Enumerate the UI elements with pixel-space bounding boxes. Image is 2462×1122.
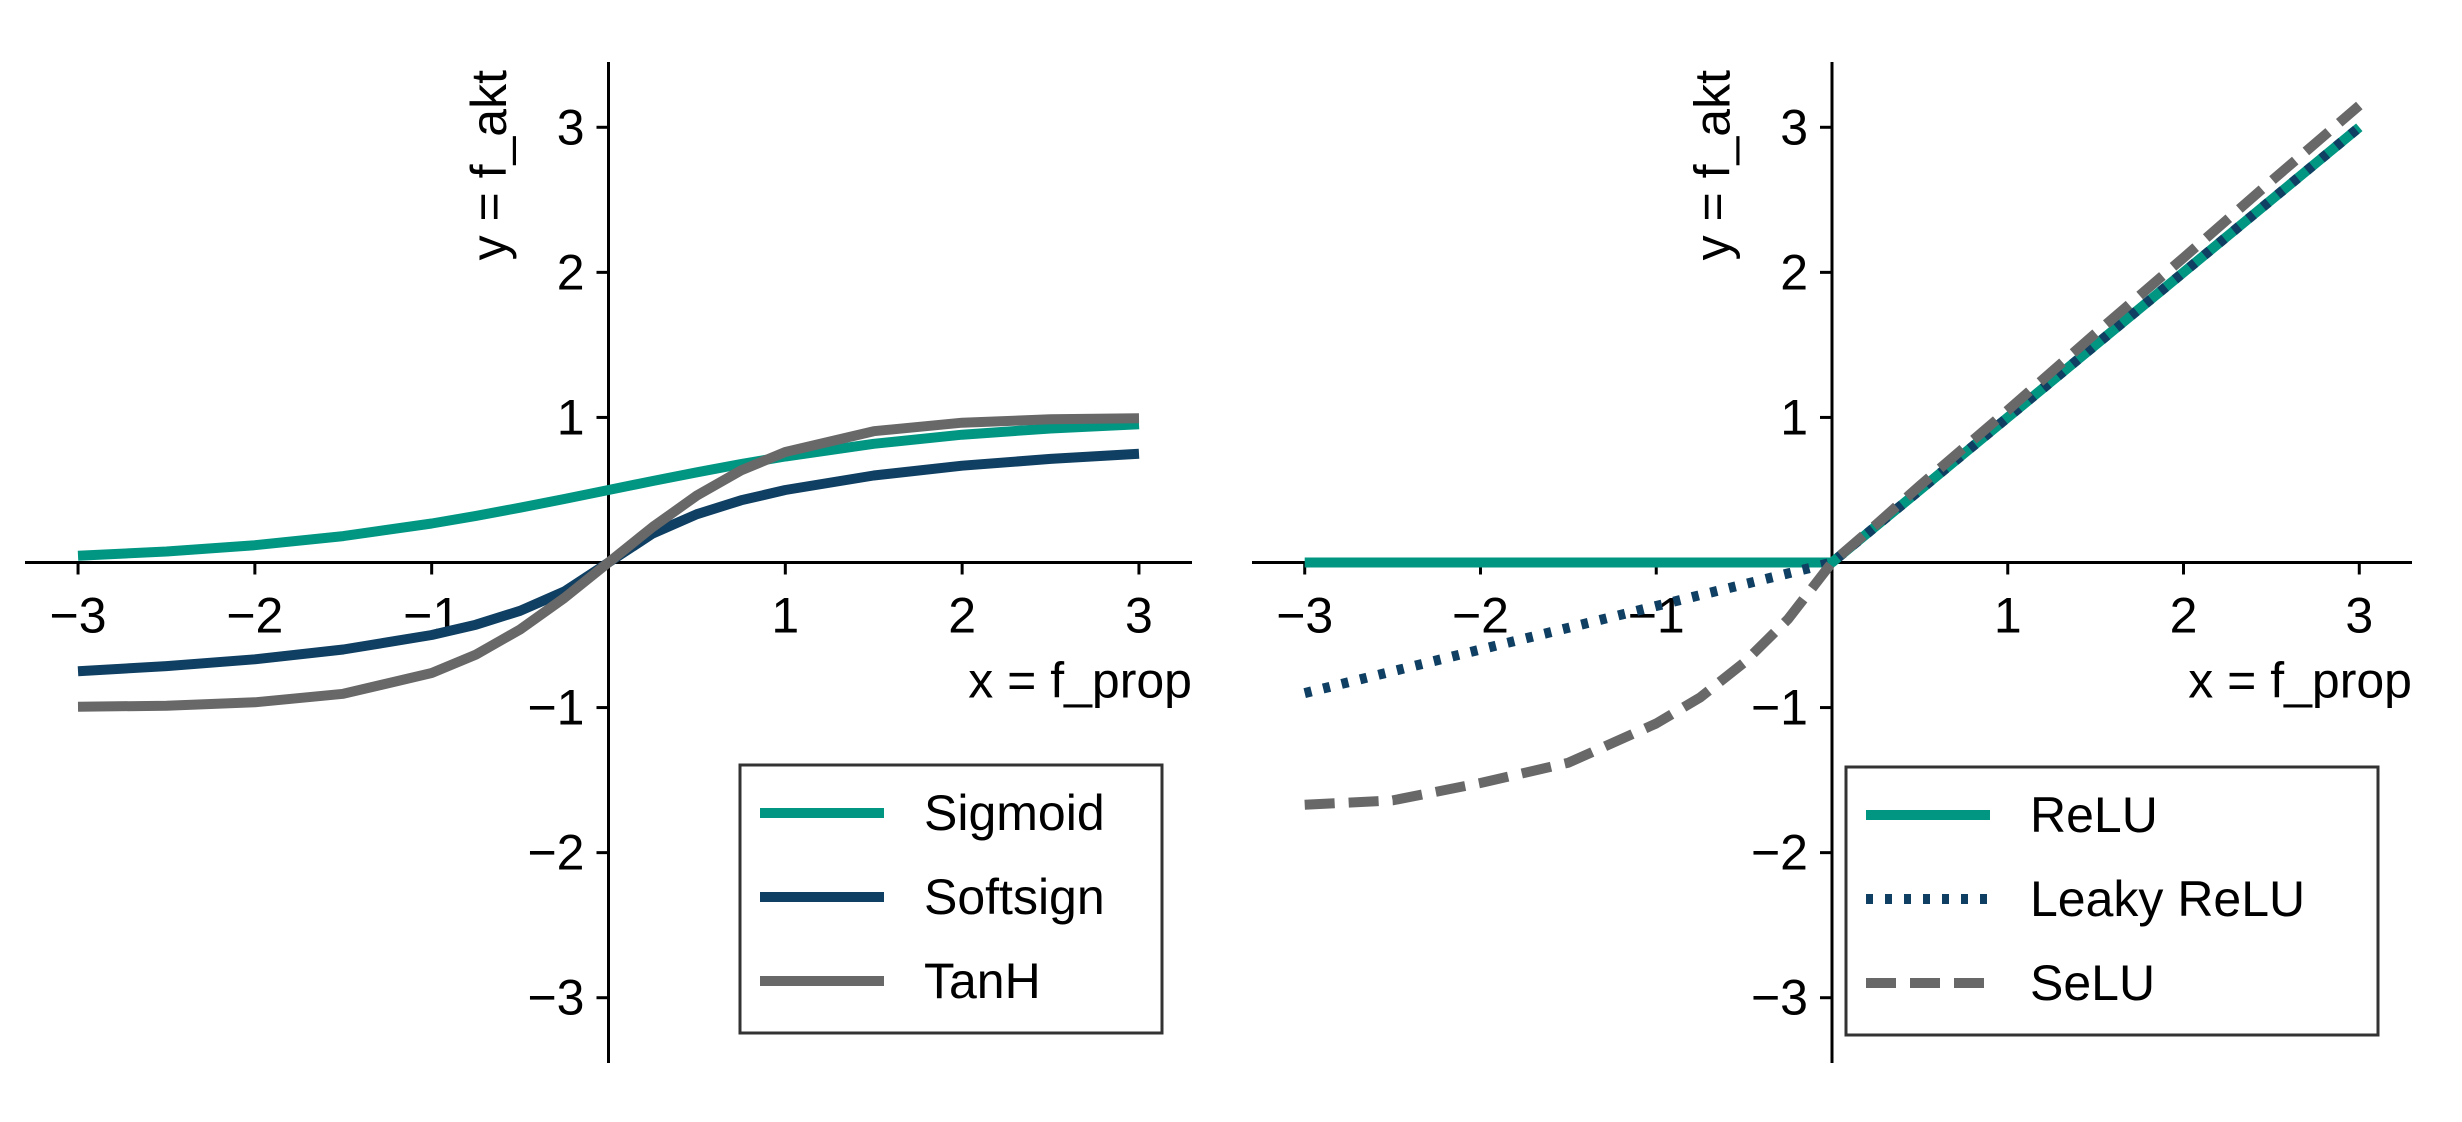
x-tick-label: 1 — [771, 588, 799, 644]
legend-label: Leaky ReLU — [2030, 871, 2305, 927]
y-tick-label: −3 — [1751, 970, 1808, 1026]
y-tick-label: 3 — [557, 99, 585, 155]
x-tick-label: −2 — [1452, 588, 1509, 644]
legend-label: TanH — [924, 953, 1041, 1009]
y-tick-label: 2 — [1780, 244, 1808, 300]
legend-label: Softsign — [924, 869, 1105, 925]
y-tick-label: 3 — [1780, 99, 1808, 155]
y-tick-label: −2 — [527, 825, 584, 881]
x-axis-label: x = f_prop — [2188, 653, 2412, 709]
x-tick-label: −3 — [1276, 588, 1333, 644]
series-line-tanh — [77, 413, 1140, 712]
y-tick-label: 1 — [557, 389, 585, 445]
y-tick-label: −1 — [1751, 680, 1808, 736]
y-axis-label: y = f_akt — [1685, 70, 1741, 260]
series-line-relu — [1304, 123, 2363, 568]
x-tick-label: 2 — [2170, 588, 2198, 644]
x-tick-label: 3 — [1125, 588, 1153, 644]
y-tick-label: 1 — [1780, 389, 1808, 445]
x-tick-label: −2 — [226, 588, 283, 644]
y-tick-label: −1 — [527, 680, 584, 736]
x-tick-label: 2 — [948, 588, 976, 644]
y-axis-label: y = f_akt — [461, 70, 517, 260]
x-tick-label: 3 — [2345, 588, 2373, 644]
y-tick-label: −2 — [1751, 825, 1808, 881]
x-axis-label: x = f_prop — [968, 653, 1192, 709]
legend-label: Sigmoid — [924, 785, 1105, 841]
legend: Sigmoid Softsign TanH — [738, 763, 1164, 1035]
legend-label: SeLU — [2030, 955, 2155, 1011]
y-tick-label: 2 — [557, 244, 585, 300]
series-line-sigmoid — [77, 419, 1140, 561]
legend-label: ReLU — [2030, 787, 2158, 843]
legend: ReLU Leaky ReLU SeLU — [1844, 765, 2380, 1037]
x-tick-label: −3 — [50, 588, 107, 644]
y-tick-label: −3 — [527, 970, 584, 1026]
series-line-selu — [1304, 101, 2363, 810]
x-tick-label: 1 — [1994, 588, 2022, 644]
